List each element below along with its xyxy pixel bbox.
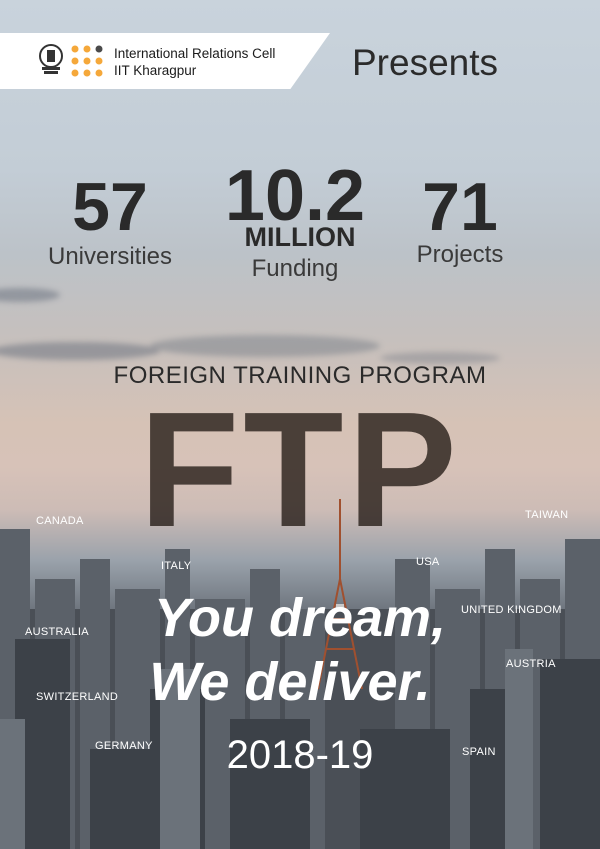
country-label: TAIWAN <box>525 509 569 521</box>
logo-bar: International Relations Cell IIT Kharagp… <box>0 33 330 89</box>
org-name-line1: International Relations Cell <box>114 46 276 61</box>
country-label: SPAIN <box>462 746 496 758</box>
stat-universities-value: 57 <box>72 169 148 245</box>
org-name-line2: IIT Kharagpur <box>114 63 197 78</box>
country-label: USA <box>416 556 440 568</box>
country-label: ITALY <box>161 560 192 572</box>
country-label: GERMANY <box>95 740 153 752</box>
stat-funding-value: 10.2 <box>224 156 366 236</box>
country-label: AUSTRIA <box>506 658 556 670</box>
country-label: AUSTRALIA <box>25 626 89 638</box>
city-skyline <box>0 499 600 849</box>
stat-funding-unit: MILLION <box>244 222 356 252</box>
tagline-line2: We deliver. <box>149 652 431 712</box>
cloud <box>150 335 380 357</box>
program-title: FOREIGN TRAINING PROGRAM <box>113 362 487 389</box>
iit-kgp-emblem-icon <box>39 44 63 74</box>
program-acronym: FTP <box>139 378 461 561</box>
stat-universities-label: Universities <box>47 243 173 270</box>
irc-dots-logo-icon <box>71 45 103 77</box>
country-label: UNITED KINGDOM <box>461 604 562 616</box>
presents-label: Presents <box>352 42 499 83</box>
stat-projects-value: 71 <box>422 169 498 245</box>
stat-funding-label: Funding <box>251 255 339 282</box>
country-label: CANADA <box>36 515 84 527</box>
tagline-line1: You dream, <box>153 588 447 648</box>
country-label: SWITZERLAND <box>36 691 119 703</box>
cloud <box>380 352 500 364</box>
program-year: 2018-19 <box>226 733 374 777</box>
stat-projects-label: Projects <box>416 241 504 268</box>
cloud <box>0 342 160 360</box>
org-name: International Relations Cell IIT Kharagp… <box>114 45 275 79</box>
cloud <box>0 288 60 302</box>
